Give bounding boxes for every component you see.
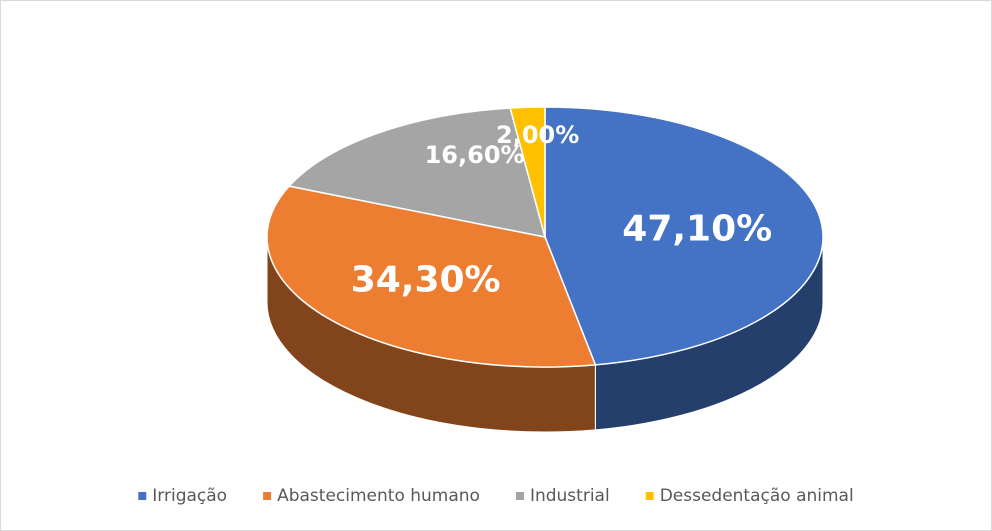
legend-label: Irrigação	[152, 486, 227, 506]
legend-swatch	[263, 492, 272, 500]
legend: Irrigação Abastecimento humano Industrial D…	[138, 486, 854, 506]
pie-slice	[509, 106, 546, 238]
pie-slice	[287, 107, 547, 238]
data-labels: 47,10% 34,30% 16,60%2,00%	[351, 121, 773, 301]
data-label: 2,00%	[496, 121, 579, 149]
data-label: 47,10%	[622, 208, 772, 249]
legend-label: Industrial	[530, 486, 610, 506]
legend-swatch	[138, 492, 147, 500]
legend-item: Industrial	[515, 486, 610, 506]
pie-slice	[544, 106, 824, 366]
data-label: 16,60%	[425, 141, 525, 169]
data-label: 34,30%	[351, 260, 501, 301]
pie-tops	[266, 106, 824, 368]
legend-label: Abastecimento humano	[277, 486, 480, 506]
legend-item: Dessedentação animal	[645, 486, 854, 506]
legend-label: Dessedentação animal	[660, 486, 854, 506]
legend-item: Irrigação	[138, 486, 227, 506]
legend-item: Abastecimento humano	[263, 486, 480, 506]
legend-swatch	[645, 492, 654, 500]
legend-swatch	[515, 492, 524, 500]
